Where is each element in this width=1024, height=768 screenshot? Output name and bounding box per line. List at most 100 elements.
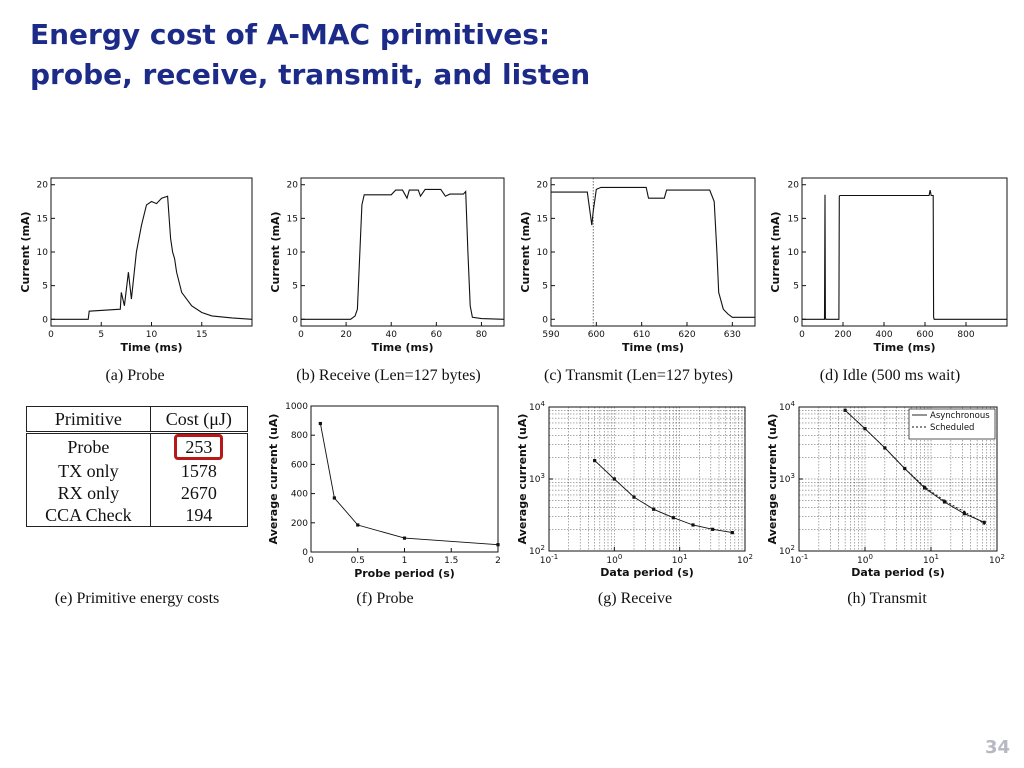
x-tick-label: 0 <box>799 330 805 340</box>
table-cell-primitive: Probe <box>26 432 151 460</box>
series-line <box>319 423 498 546</box>
y-axis-label: Current (mA) <box>770 211 782 292</box>
primitive-cost-table: Primitive Cost (μJ) Probe 253 TX only 15… <box>26 406 249 527</box>
page-number: 34 <box>984 737 1010 758</box>
y-tick-label: 20 <box>788 181 800 191</box>
data-point-scheduled <box>883 446 887 450</box>
data-point-scheduled <box>983 522 986 525</box>
y-axis-label: Current (mA) <box>520 211 532 292</box>
table-cell-primitive: TX only <box>26 460 151 482</box>
y-tick-label: 0 <box>292 315 298 325</box>
plot-frame <box>310 405 499 553</box>
table-header-row: Primitive Cost (μJ) <box>26 406 249 434</box>
table-row: CCA Check 194 <box>26 504 249 527</box>
legend-box <box>908 408 996 440</box>
y-tick-label: 102 <box>779 544 795 557</box>
x-axis-label: Data period (s) <box>851 566 944 579</box>
data-point-scheduled <box>903 467 906 470</box>
data-point <box>982 520 986 524</box>
legend-label: Scheduled <box>930 423 974 433</box>
panel-c-transmit-trace: 590 600 610 620 630 0 5 10 15 20 Time (ms) Current … <box>520 172 760 362</box>
table-row: Probe 253 <box>26 432 249 460</box>
x-tick-label: 60 <box>431 330 443 340</box>
x-axis-label: Time (ms) <box>873 341 935 354</box>
panel-a-probe-trace: 0 5 10 15 0 5 10 15 20 Time (ms) Current (mA) <box>20 172 260 362</box>
chart-c-transmit: 590 600 610 620 630 0 5 10 15 20 Time (ms) Current … <box>520 177 756 354</box>
caption-h: (h) Transmit <box>847 590 927 607</box>
table-row: RX only 2670 <box>26 482 249 504</box>
data-point-scheduled <box>863 427 867 430</box>
data-point-scheduled <box>943 499 946 502</box>
y-tick-label: 10 <box>788 248 800 258</box>
y-tick-label: 0 <box>42 315 48 325</box>
data-point <box>402 536 407 540</box>
data-point <box>671 516 675 520</box>
x-axis-label: Probe period (s) <box>354 567 455 580</box>
panel-d-idle-trace: 0 200 400 600 800 0 5 10 15 20 Time (ms) Current (m… <box>770 172 1015 362</box>
x-tick-label: 102 <box>737 553 753 566</box>
x-tick-label: 40 <box>385 330 397 340</box>
caption-e: (e) Primitive energy costs <box>54 590 220 607</box>
y-tick-label: 20 <box>37 181 49 191</box>
caption-f: (f) Probe <box>356 590 414 607</box>
title-line-2: probe, receive, transmit, and listen <box>30 58 591 91</box>
panel-b-receive-trace: 0 20 40 60 80 0 5 10 15 20 Time (ms) Current (mA) <box>270 172 510 362</box>
data-point <box>652 507 656 511</box>
data-point <box>923 486 927 490</box>
x-tick-label: 10-1 <box>790 553 808 566</box>
plot-frame <box>300 177 505 327</box>
chart-b-receive: 0 20 40 60 80 0 5 10 15 20 Time (ms) Current (mA) <box>270 177 505 354</box>
slide-title: Energy cost of A-MAC primitives: probe, … <box>30 15 590 95</box>
table-header-cost: Cost (μJ) <box>149 406 249 434</box>
series-line <box>594 460 733 534</box>
x-tick-label: 1 <box>402 556 408 566</box>
y-axis-label: Average current (uA) <box>766 414 779 545</box>
chart-d-idle: 0 200 400 600 800 0 5 10 15 20 Time (ms) Current (m… <box>770 177 1008 354</box>
table-cell-primitive: RX only <box>26 482 151 504</box>
y-tick-label: 0 <box>302 548 308 558</box>
caption-c: (c) Transmit (Len=127 bytes) <box>544 367 733 384</box>
x-tick-label: 590 <box>542 330 559 340</box>
y-tick-label: 104 <box>779 400 795 413</box>
table-cell-cost-highlighted: 253 <box>149 432 249 460</box>
data-point <box>711 527 715 531</box>
y-tick-label: 20 <box>287 181 299 191</box>
caption-a: (a) Probe <box>105 367 165 384</box>
panel-g-receive-period: 10-1 100 101 102 102 103 104 Data period (s) Ave… <box>515 398 760 588</box>
y-tick-label: 400 <box>291 490 308 500</box>
x-tick-label: 80 <box>476 330 488 340</box>
x-tick-label: 0 <box>298 330 304 340</box>
chart-h-transmit-period: 10-1 100 101 102 102 103 104 Data period (s) Ave… <box>766 400 1005 579</box>
chart-f-probe-period: 0 0.5 1 1.5 2 0 200 400 600 800 1000 Probe period (… <box>267 402 501 580</box>
y-tick-label: 5 <box>292 282 298 292</box>
data-point <box>496 543 500 547</box>
data-point <box>593 459 597 463</box>
x-tick-label: 2 <box>495 556 501 566</box>
x-tick-label: 1.5 <box>444 556 458 566</box>
x-tick-label: 101 <box>923 553 939 566</box>
data-point <box>318 421 322 426</box>
x-tick-label: 100 <box>857 553 873 566</box>
data-point-scheduled <box>923 485 926 488</box>
title-line-1: Energy cost of A-MAC primitives: <box>30 18 551 51</box>
y-axis-label: Average current (uA) <box>267 414 280 545</box>
table-cell-cost: 2670 <box>149 482 249 504</box>
plot-frame <box>550 177 756 327</box>
data-point <box>632 495 636 499</box>
y-tick-label: 5 <box>542 282 548 292</box>
x-axis-label: Time (ms) <box>371 341 433 354</box>
y-tick-label: 5 <box>42 282 48 292</box>
panel-h-transmit-period: 10-1 100 101 102 102 103 104 Data period (s) Ave… <box>765 398 1015 588</box>
y-tick-label: 103 <box>779 472 795 485</box>
x-tick-label: 10 <box>146 330 158 340</box>
legend-label: Asynchronous <box>930 411 990 421</box>
chart-a-probe: 0 5 10 15 0 5 10 15 20 Time (ms) Current (mA) <box>20 177 253 354</box>
x-tick-label: 20 <box>340 330 352 340</box>
x-tick-label: 600 <box>588 330 605 340</box>
data-point <box>691 523 695 527</box>
y-tick-label: 102 <box>529 544 545 557</box>
data-point <box>612 477 616 481</box>
caption-g: (g) Receive <box>597 590 673 607</box>
x-tick-label: 100 <box>606 553 622 566</box>
x-axis-label: Data period (s) <box>600 566 693 579</box>
